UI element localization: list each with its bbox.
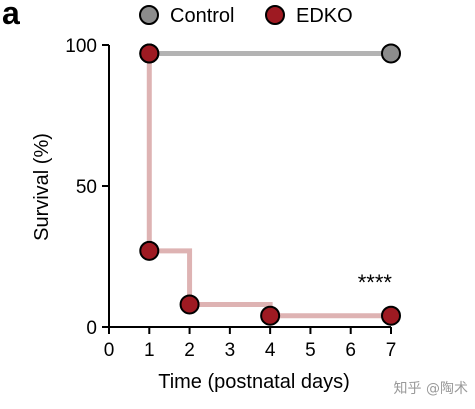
legend-label-control: Control [170,5,234,27]
x-tick-label: 5 [305,340,316,361]
x-tick-label: 2 [184,340,195,361]
series-line-edko [146,53,391,319]
legend: Control EDKO [139,5,353,27]
x-tick-label: 7 [386,340,397,361]
data-point-edko [179,294,200,315]
legend-marker-control [139,5,159,25]
legend-marker-edko [265,5,285,25]
y-axis-title: Survival (%) [31,133,53,241]
data-point-edko [139,43,160,64]
y-tick-label: 100 [65,36,97,57]
x-tick-label: 0 [104,340,115,361]
significance-annotation: **** [358,270,393,295]
axes: 0 1 2 3 4 5 6 7 0 50 100 [65,36,396,361]
data-point-control [381,43,401,64]
data-point-edko [260,305,281,326]
x-tick-label: 3 [225,340,236,361]
data-point-edko [381,305,401,326]
x-tick-label: 4 [265,340,276,361]
data-point-edko [139,240,160,261]
legend-label-edko: EDKO [296,5,353,27]
series-layer [139,43,401,326]
y-tick-label: 50 [76,177,97,198]
watermark: 知乎 @陶术 [394,380,468,397]
x-tick-label: 6 [345,340,356,361]
x-tick-label: 1 [144,340,155,361]
y-tick-label: 0 [86,318,97,339]
panel-label: a [2,0,20,31]
x-axis-title: Time (postnatal days) [158,371,350,393]
